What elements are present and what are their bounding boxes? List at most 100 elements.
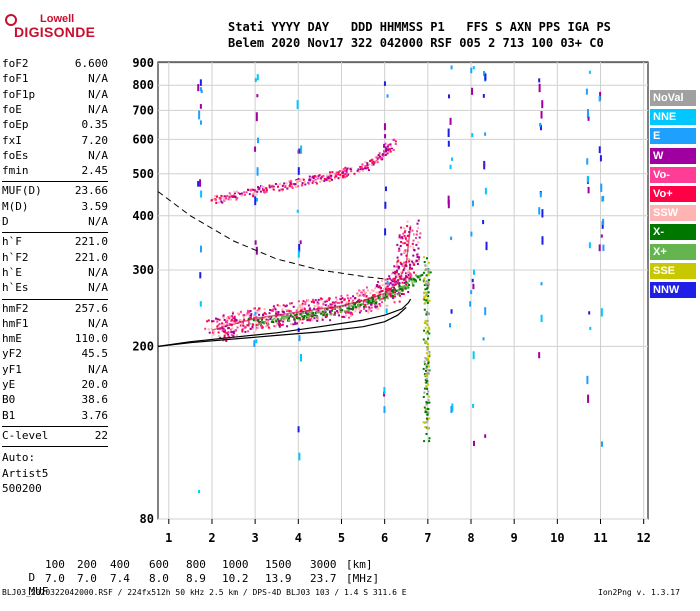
echo-dot — [231, 312, 234, 315]
param-value: 0.35 — [81, 118, 109, 132]
echo-dot — [401, 263, 404, 266]
echo-dot — [336, 311, 339, 314]
echo-dot — [302, 312, 305, 315]
echo-dot — [371, 158, 374, 161]
echo-dot — [257, 326, 260, 329]
echo-dot — [252, 331, 255, 334]
echo-dot — [313, 317, 316, 320]
echo-dot — [252, 193, 255, 196]
echo-dot — [231, 196, 234, 198]
echo-dot — [350, 313, 352, 316]
echo-dot — [254, 190, 257, 193]
interference-dot — [602, 218, 605, 225]
echo-dot — [406, 220, 409, 223]
d-value: 200 — [77, 558, 97, 571]
echo-dot — [285, 304, 288, 307]
echo-dot — [258, 187, 261, 189]
echo-dot — [381, 301, 383, 304]
echo-dot — [411, 263, 414, 266]
echo-dot — [206, 320, 209, 323]
echo-dot — [405, 249, 408, 252]
echo-dot — [377, 154, 380, 156]
echo-dot — [230, 320, 233, 323]
echo-dot — [278, 304, 281, 307]
echo-dot — [372, 163, 375, 166]
echo-dot — [417, 226, 420, 229]
param-name: yF1 — [2, 362, 22, 376]
echo-dot — [398, 247, 401, 250]
echo-dot — [410, 275, 413, 278]
echo-dot — [287, 318, 290, 321]
interference-dot — [449, 117, 452, 125]
echo-dot — [427, 295, 430, 298]
echo-dot — [263, 312, 266, 315]
y-tick-label: 200 — [132, 339, 154, 353]
echo-dot — [353, 305, 356, 308]
echo-dot — [225, 195, 227, 198]
echo-dot — [428, 328, 431, 331]
echo-dot — [284, 185, 287, 187]
echo-dot — [384, 142, 387, 145]
echo-dot — [362, 289, 365, 292]
echo-dot — [253, 316, 256, 319]
separator-line — [2, 425, 108, 427]
echo-dot — [317, 298, 320, 301]
echo-dot — [398, 285, 401, 288]
echo-dot — [293, 318, 296, 321]
echo-dot — [264, 325, 267, 328]
echo-dot — [342, 174, 344, 177]
interference-dot — [540, 111, 543, 119]
param-row: foF2 6.600 — [2, 57, 108, 72]
echo-dot — [423, 421, 426, 424]
echo-dot — [425, 386, 428, 388]
model-profile-lower-line — [157, 306, 407, 347]
echo-dot — [312, 298, 314, 301]
echo-dot — [398, 300, 401, 303]
echo-dot — [426, 401, 429, 404]
echo-dot — [299, 179, 302, 182]
echo-dot — [299, 304, 302, 307]
echo-dot — [396, 274, 399, 277]
echo-dot — [282, 311, 285, 314]
echo-dot — [342, 176, 345, 179]
echo-dot — [307, 298, 310, 301]
echo-dot — [263, 308, 266, 311]
echo-dot — [404, 279, 407, 282]
echo-dot — [375, 306, 378, 309]
echo-dot — [425, 380, 428, 382]
echo-dot — [397, 293, 400, 296]
separator-line — [2, 232, 108, 234]
interference-dot — [199, 87, 202, 92]
echo-dot — [299, 313, 302, 316]
echo-dot — [295, 312, 298, 315]
interference-dot — [482, 220, 485, 225]
echo-dot — [281, 189, 284, 192]
param-name: M(D) — [2, 199, 29, 213]
echo-dot — [317, 175, 320, 178]
echo-dot — [404, 287, 407, 290]
echo-dot — [340, 294, 343, 297]
echo-dot — [292, 183, 295, 186]
echo-dot — [383, 296, 386, 299]
echo-dot — [273, 325, 276, 328]
echo-dot — [346, 311, 349, 314]
echo-dot — [411, 267, 413, 270]
echo-dot — [408, 267, 411, 270]
footer-file-info: BLJ03_2020322042000.RSF / 224fx512h 50 k… — [2, 588, 407, 597]
echo-dot — [242, 324, 245, 327]
echo-dot — [379, 287, 382, 290]
echo-dot — [423, 322, 426, 324]
echo-dot — [298, 313, 300, 316]
echo-dot — [336, 301, 339, 304]
echo-dot — [348, 307, 351, 310]
echo-dot — [325, 300, 328, 303]
echo-dot — [272, 185, 275, 188]
echo-dot — [384, 146, 387, 149]
echo-dot — [218, 318, 221, 321]
echo-dot — [390, 279, 393, 282]
clevel-row: C-level 22 — [2, 429, 108, 444]
echo-dot — [295, 313, 298, 316]
echo-dot — [412, 246, 415, 249]
echo-dot — [324, 316, 327, 318]
echo-dot — [352, 295, 355, 298]
